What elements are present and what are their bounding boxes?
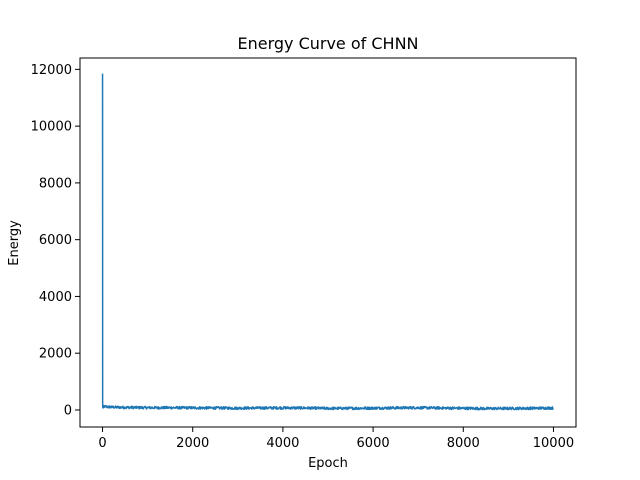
y-tick-label: 12000 xyxy=(31,63,72,78)
x-axis-ticks: 0 2000 4000 6000 8000 10000 xyxy=(98,427,574,451)
x-tick-label: 8000 xyxy=(447,436,480,451)
x-tick-label: 0 xyxy=(98,436,106,451)
y-tick-label: 0 xyxy=(64,403,72,418)
y-tick-label: 8000 xyxy=(39,176,72,191)
y-axis-ticks: 0 2000 4000 6000 8000 10000 12000 xyxy=(31,63,80,418)
x-tick-label: 10000 xyxy=(533,436,574,451)
x-tick-label: 6000 xyxy=(357,436,390,451)
plot-area: 0 2000 4000 6000 8000 10000 0 2000 4000 6000 8000… xyxy=(31,57,577,451)
x-axis-label: Epoch xyxy=(308,456,348,471)
y-tick-label: 2000 xyxy=(39,347,72,362)
plot-background xyxy=(80,58,576,427)
y-tick-label: 10000 xyxy=(31,120,72,135)
plot-frame xyxy=(79,57,577,428)
y-tick-label: 4000 xyxy=(39,290,72,305)
series-layer xyxy=(101,73,554,411)
chart-title: Energy Curve of CHNN xyxy=(237,34,418,53)
x-tick-label: 2000 xyxy=(176,436,209,451)
x-tick-label: 4000 xyxy=(266,436,299,451)
y-axis-label: Energy xyxy=(7,220,22,266)
y-tick-label: 6000 xyxy=(39,233,72,248)
series-line xyxy=(101,73,554,411)
